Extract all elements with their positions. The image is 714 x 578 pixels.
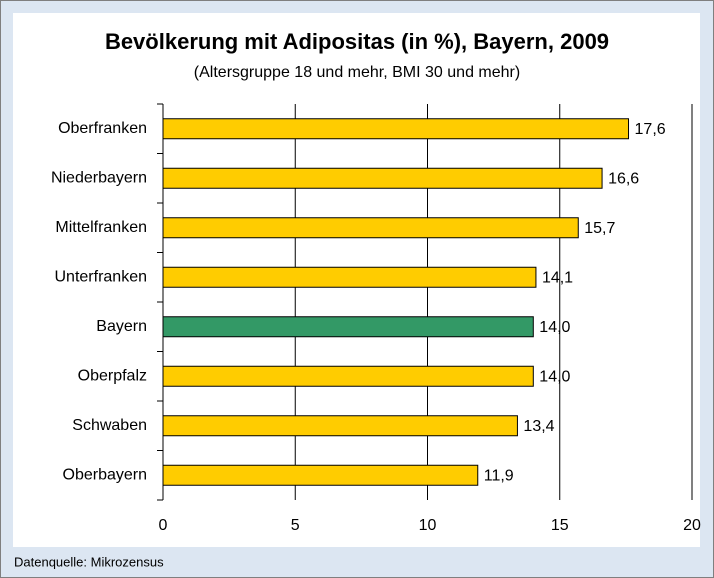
y-tick-label: Niederbayern xyxy=(51,169,147,186)
value-label: 15,7 xyxy=(584,220,615,237)
y-tick-label: Unterfranken xyxy=(55,268,148,285)
bar xyxy=(162,316,534,338)
y-tick-label: Schwaben xyxy=(72,417,147,434)
bar xyxy=(162,217,579,239)
bar xyxy=(162,365,534,387)
bar xyxy=(162,266,537,288)
value-label: 11,9 xyxy=(484,467,514,484)
bar xyxy=(162,415,518,437)
bar xyxy=(162,118,630,140)
value-label: 13,4 xyxy=(523,418,554,435)
y-tick-label: Mittelfranken xyxy=(55,219,147,236)
chart-subtitle: (Altersgruppe 18 und mehr, BMI 30 und me… xyxy=(194,64,520,81)
x-tick-label: 20 xyxy=(683,517,701,534)
y-tick-label: Oberpfalz xyxy=(78,367,147,384)
value-label: 14,1 xyxy=(542,269,573,286)
source-note: Datenquelle: Mikrozensus xyxy=(14,554,164,569)
value-label: 17,6 xyxy=(635,121,666,138)
y-tick-label: Oberbayern xyxy=(63,466,148,483)
x-tick-label: 15 xyxy=(551,517,569,534)
bar xyxy=(162,167,603,189)
x-tick-label: 5 xyxy=(291,517,300,534)
y-tick-label: Bayern xyxy=(96,318,147,335)
chart-title: Bevölkerung mit Adipositas (in %), Bayer… xyxy=(105,29,609,54)
x-tick-label: 10 xyxy=(419,517,437,534)
y-tick-label: Oberfranken xyxy=(58,120,147,137)
value-label: 14,0 xyxy=(539,368,570,385)
x-tick-label: 0 xyxy=(159,517,168,534)
value-label: 16,6 xyxy=(608,170,639,187)
bar xyxy=(162,464,479,486)
value-label: 14,0 xyxy=(539,319,570,336)
